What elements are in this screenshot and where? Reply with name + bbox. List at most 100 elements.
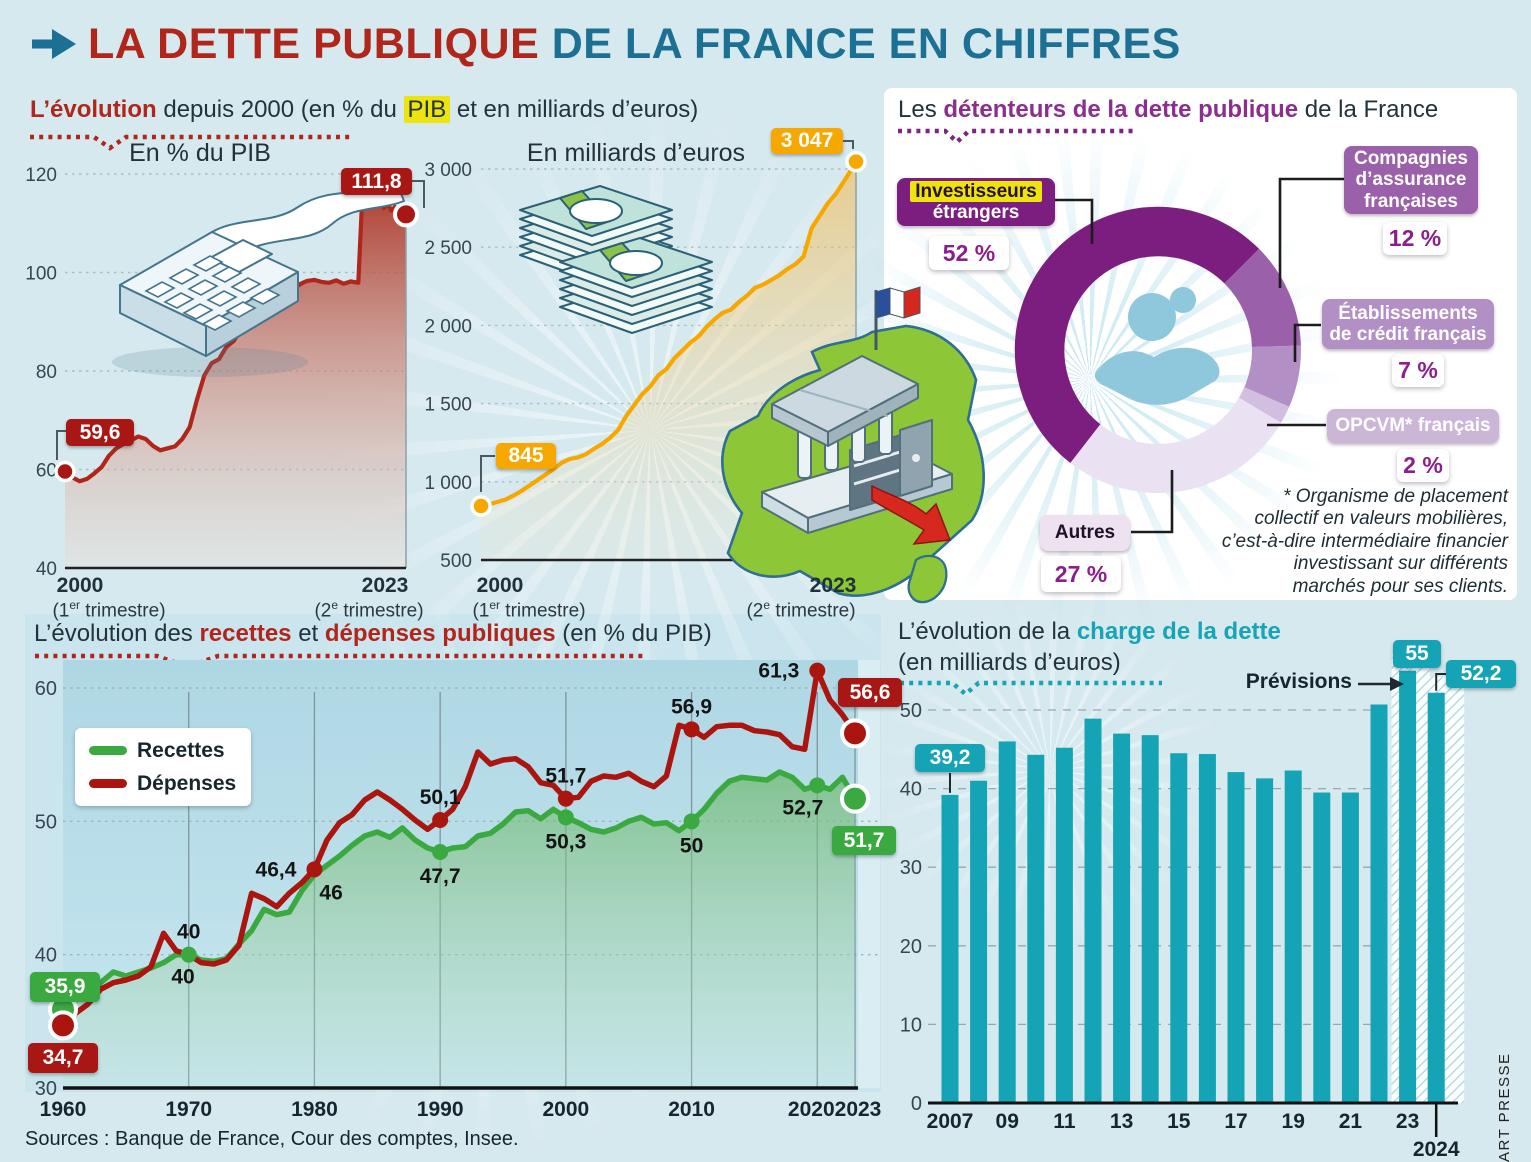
investisseurs-highlight: Investisseurs bbox=[910, 180, 1042, 202]
svg-text:13: 13 bbox=[1110, 1110, 1133, 1133]
recettes-swatch bbox=[89, 746, 127, 755]
legend-recettes-label: Recettes bbox=[137, 738, 225, 762]
svg-text:2007: 2007 bbox=[927, 1110, 974, 1133]
svg-text:1970: 1970 bbox=[165, 1098, 212, 1121]
charge-2023-badge: 55 bbox=[1393, 640, 1441, 668]
euros-start-badge: 845 bbox=[496, 443, 556, 469]
svg-text:2023: 2023 bbox=[835, 1098, 882, 1121]
pib-xlabel-start-sub: (1er trimestre) bbox=[28, 598, 190, 622]
legend-depenses: Dépenses bbox=[89, 772, 251, 796]
callout-etablissements: Établissements de crédit français bbox=[1322, 299, 1494, 349]
charge-2024-badge: 52,2 bbox=[1446, 660, 1516, 688]
svg-text:1 500: 1 500 bbox=[424, 395, 472, 416]
sources-note: Sources : Banque de France, Cour des com… bbox=[25, 1128, 519, 1150]
svg-text:09: 09 bbox=[996, 1110, 1019, 1133]
pct-etablissements: 7 % bbox=[1392, 354, 1444, 387]
svg-text:2020: 2020 bbox=[788, 1098, 835, 1121]
svg-text:2 500: 2 500 bbox=[424, 238, 472, 259]
svg-text:80: 80 bbox=[36, 362, 57, 383]
svg-text:20: 20 bbox=[900, 936, 922, 958]
budget-section-background bbox=[25, 614, 881, 1092]
callout-autres: Autres bbox=[1040, 515, 1130, 551]
pib-highlight: PIB bbox=[403, 96, 451, 123]
svg-text:2010: 2010 bbox=[668, 1098, 715, 1121]
svg-text:40: 40 bbox=[900, 779, 922, 801]
page-title-blue: DE LA FRANCE EN CHIFFRES bbox=[539, 20, 1181, 68]
sub-pre: (2 bbox=[314, 600, 332, 622]
sub-post: trimestre) bbox=[80, 600, 166, 622]
svg-text:19: 19 bbox=[1282, 1110, 1305, 1133]
svg-text:0: 0 bbox=[911, 1093, 922, 1115]
evolution-title-rest2: et en milliards d’euros) bbox=[450, 96, 699, 123]
callout-compagnies: Compagnies d’assurance françaises bbox=[1344, 146, 1478, 214]
svg-text:1 000: 1 000 bbox=[424, 473, 472, 494]
holders-title-pre: Les bbox=[898, 96, 944, 123]
evolution-title-rest1: depuis 2000 (en % du bbox=[156, 96, 404, 123]
callout-investisseurs: Investisseurs étrangers bbox=[897, 178, 1055, 226]
budget-title-pre: L’évolution des bbox=[34, 620, 200, 647]
pct-compagnies: 12 % bbox=[1383, 222, 1447, 255]
svg-text:2024: 2024 bbox=[1413, 1138, 1460, 1161]
svg-text:1980: 1980 bbox=[291, 1098, 338, 1121]
budget-section-title: L’évolution des recettes et dépenses pub… bbox=[34, 620, 712, 648]
sub-sup: er bbox=[489, 598, 501, 612]
euros-xlabel-end-year: 2023 bbox=[809, 574, 857, 597]
budget-title-accent2: dépenses publiques bbox=[324, 620, 556, 647]
holders-title-post: de la France bbox=[1298, 96, 1439, 123]
art-presse-credit: ART PRESSE bbox=[1496, 1052, 1513, 1162]
previsions-label: Prévisions bbox=[1245, 670, 1352, 693]
callout-opcvm: OPCVM* français bbox=[1327, 409, 1499, 443]
pib-chart-title: En % du PIB bbox=[129, 139, 271, 167]
evolution-title-accent: L’évolution bbox=[30, 96, 157, 123]
sub-sup: er bbox=[69, 598, 81, 612]
sub-post: trimestre) bbox=[500, 600, 586, 622]
holders-section-title: Les détenteurs de la dette publique de l… bbox=[898, 96, 1438, 124]
page-title: LA DETTE PUBLIQUE DE LA FRANCE EN CHIFFR… bbox=[88, 20, 1181, 69]
holders-footnote: * Organisme de placement collectif en va… bbox=[1221, 486, 1508, 597]
svg-text:15: 15 bbox=[1167, 1110, 1191, 1133]
budget-title-mid: et bbox=[291, 620, 325, 647]
svg-text:23: 23 bbox=[1396, 1110, 1419, 1133]
budget-end-depenses-badge: 56,6 bbox=[838, 678, 902, 707]
euros-end-badge: 3 047 bbox=[771, 128, 843, 154]
pib-xlabel-end-year: 2023 bbox=[361, 574, 409, 597]
sub-pre: (1 bbox=[472, 600, 490, 622]
svg-text:30: 30 bbox=[900, 857, 922, 879]
charge-title-line1: L’évolution de la charge de la dette bbox=[898, 617, 1281, 648]
holders-title-accent: détenteurs de la dette publique bbox=[943, 96, 1299, 123]
budget-legend: Recettes Dépenses bbox=[75, 728, 251, 806]
svg-text:2000: 2000 bbox=[542, 1098, 589, 1121]
charge-title-pre: L’évolution de la bbox=[898, 618, 1077, 645]
svg-text:2 000: 2 000 bbox=[424, 316, 472, 337]
charge-title-accent: charge de la dette bbox=[1076, 618, 1281, 645]
header-arrow-icon bbox=[30, 26, 78, 67]
page-title-red: LA DETTE PUBLIQUE bbox=[88, 20, 540, 68]
pib-xlabel-start-year: 2000 bbox=[56, 574, 104, 597]
budget-title-accent1: recettes bbox=[199, 620, 292, 647]
svg-text:500: 500 bbox=[440, 551, 472, 572]
svg-text:60: 60 bbox=[36, 461, 57, 482]
budget-end-recettes-badge: 51,7 bbox=[832, 826, 896, 855]
svg-text:11: 11 bbox=[1053, 1110, 1076, 1133]
svg-text:21: 21 bbox=[1339, 1110, 1363, 1133]
sub-pre: (2 bbox=[746, 600, 764, 622]
svg-text:50: 50 bbox=[900, 700, 922, 722]
depenses-swatch bbox=[89, 779, 127, 788]
svg-text:3 000: 3 000 bbox=[424, 160, 472, 181]
svg-text:100: 100 bbox=[25, 264, 57, 285]
charge-title-line2: (en milliards d’euros) bbox=[898, 648, 1121, 676]
euros-xlabel-end-sub: (2e trimestre) bbox=[720, 598, 882, 622]
pib-xlabel-end-sub: (2e trimestre) bbox=[288, 598, 450, 622]
sub-post: trimestre) bbox=[770, 600, 856, 622]
investisseurs-rest: étrangers bbox=[932, 202, 1020, 223]
euros-chart-title: En milliards d’euros bbox=[526, 139, 746, 167]
budget-start-recettes-badge: 35,9 bbox=[30, 972, 100, 1002]
evolution-section-title: L’évolution depuis 2000 (en % du PIB et … bbox=[30, 96, 698, 124]
budget-start-depenses-badge: 34,7 bbox=[28, 1043, 98, 1073]
svg-text:1990: 1990 bbox=[417, 1098, 464, 1121]
charge-first-badge: 39,2 bbox=[915, 744, 985, 772]
euros-xlabel-start-year: 2000 bbox=[476, 574, 524, 597]
pct-autres: 27 % bbox=[1041, 556, 1121, 592]
svg-text:10: 10 bbox=[900, 1014, 922, 1036]
